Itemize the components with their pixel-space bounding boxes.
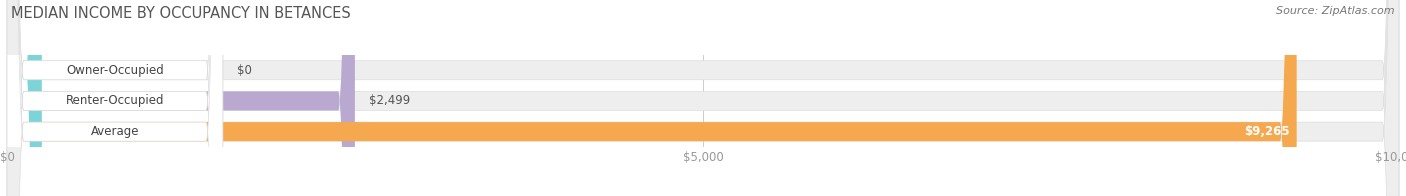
Text: $0: $0	[236, 64, 252, 77]
FancyBboxPatch shape	[7, 0, 42, 196]
FancyBboxPatch shape	[7, 0, 1399, 196]
FancyBboxPatch shape	[7, 0, 222, 196]
Text: Owner-Occupied: Owner-Occupied	[66, 64, 163, 77]
Text: $2,499: $2,499	[368, 94, 411, 107]
FancyBboxPatch shape	[7, 0, 1399, 196]
FancyBboxPatch shape	[7, 0, 222, 196]
FancyBboxPatch shape	[7, 0, 222, 196]
Text: MEDIAN INCOME BY OCCUPANCY IN BETANCES: MEDIAN INCOME BY OCCUPANCY IN BETANCES	[11, 6, 352, 21]
Text: $9,265: $9,265	[1244, 125, 1289, 138]
FancyBboxPatch shape	[7, 0, 354, 196]
FancyBboxPatch shape	[7, 0, 1399, 196]
FancyBboxPatch shape	[7, 0, 1296, 196]
Text: Source: ZipAtlas.com: Source: ZipAtlas.com	[1277, 6, 1395, 16]
Text: Average: Average	[90, 125, 139, 138]
Text: Renter-Occupied: Renter-Occupied	[66, 94, 165, 107]
